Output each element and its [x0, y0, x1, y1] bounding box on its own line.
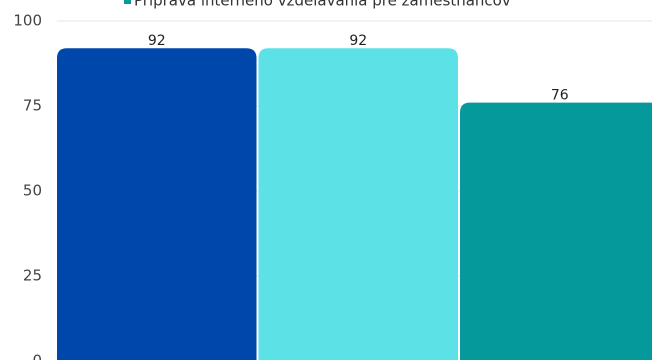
legend-label: Príprava interného vzdelávania pre zames… [134, 0, 511, 10]
y-tick-label: 25 [23, 267, 42, 285]
y-tick-label: 0 [32, 352, 42, 360]
bar [460, 102, 652, 360]
y-tick-label: 75 [23, 97, 42, 115]
value-label: 76 [551, 88, 569, 104]
y-tick-label: 50 [23, 182, 42, 200]
bar [258, 48, 458, 360]
bar [57, 48, 257, 360]
y-tick-label: 100 [13, 12, 42, 30]
value-label: 92 [349, 33, 367, 49]
value-label: 92 [148, 33, 166, 49]
legend-marker [124, 0, 131, 4]
